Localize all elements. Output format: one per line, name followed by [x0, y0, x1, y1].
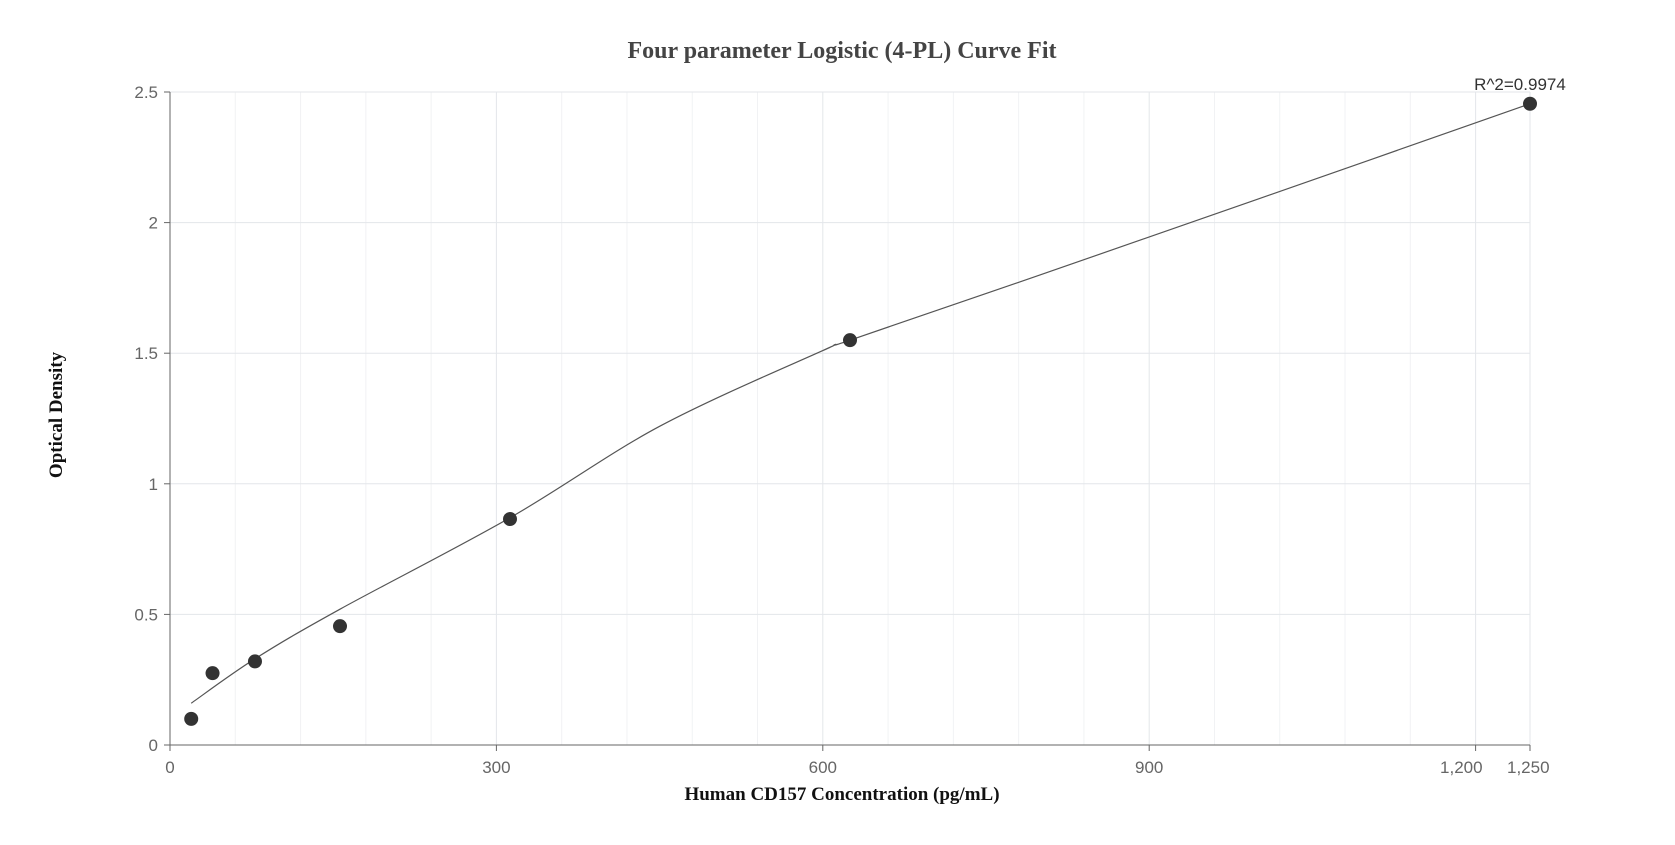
- x-axis-title: Human CD157 Concentration (pg/mL): [684, 784, 999, 805]
- x-tick-label: 300: [482, 758, 510, 777]
- major-grid: [170, 91, 1531, 745]
- y-tick-label: 0: [149, 736, 158, 755]
- minor-grid: [234, 92, 1411, 745]
- y-tick-label: 2.5: [134, 83, 158, 102]
- data-point: [184, 711, 199, 726]
- x-tick-label: 0: [165, 758, 174, 777]
- r-squared-annotation: R^2=0.9974: [1474, 75, 1566, 94]
- x-tick-labels: 0 300 600 900 1,200 1,250: [165, 758, 1549, 777]
- data-point: [205, 666, 220, 681]
- y-tick-label: 1: [149, 475, 158, 494]
- chart-title: Four parameter Logistic (4-PL) Curve Fit: [627, 38, 1056, 64]
- y-tick-label: 0.5: [134, 605, 158, 624]
- x-tick-label: 1,250: [1507, 758, 1550, 777]
- x-tick-label: 900: [1135, 758, 1163, 777]
- y-axis-title: Optical Density: [46, 351, 67, 478]
- fit-curve-line: [190, 103, 1531, 704]
- data-point: [843, 333, 857, 348]
- data-point: [1523, 96, 1537, 111]
- x-tick-label: 600: [809, 758, 837, 777]
- data-point: [247, 654, 262, 669]
- data-points: [184, 96, 1537, 726]
- y-tick-label: 2: [149, 214, 158, 233]
- axes: [164, 91, 1531, 751]
- x-tick-label: 1,200: [1440, 758, 1483, 777]
- y-tick-label: 1.5: [134, 344, 158, 363]
- data-point: [333, 619, 347, 634]
- y-tick-labels: 0 0.5 1 1.5 2 2.5: [134, 83, 158, 755]
- data-point: [503, 512, 517, 527]
- fit-curve-layer: [190, 103, 1531, 704]
